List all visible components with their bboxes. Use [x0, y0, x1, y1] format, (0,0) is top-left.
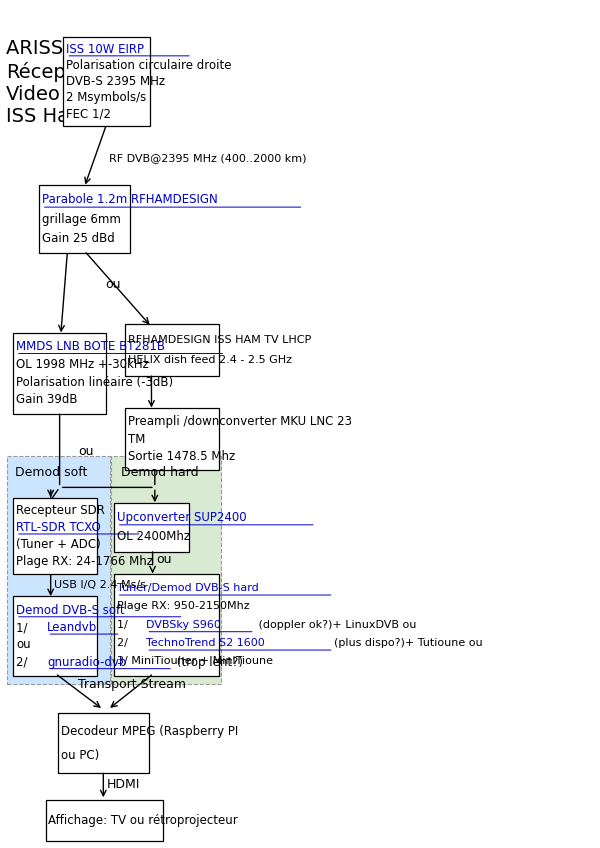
Text: 1/: 1/ — [16, 621, 31, 634]
Text: ARISS 30
Réception
Video
ISS HamTV: ARISS 30 Réception Video ISS HamTV — [6, 39, 113, 126]
Text: OL 2400Mhz: OL 2400Mhz — [117, 530, 190, 544]
Text: ISS 10W EIRP: ISS 10W EIRP — [67, 43, 145, 56]
Text: Transport Stream: Transport Stream — [77, 678, 185, 691]
Text: Upconverter SUP2400: Upconverter SUP2400 — [117, 511, 247, 524]
FancyBboxPatch shape — [13, 596, 97, 676]
Text: ou: ou — [106, 278, 121, 291]
Text: (plus dispo?)+ Tutioune ou: (plus dispo?)+ Tutioune ou — [334, 638, 482, 648]
Text: Polarisation circulaire droite: Polarisation circulaire droite — [67, 59, 232, 72]
Text: Demod DVB-S soft: Demod DVB-S soft — [16, 604, 125, 616]
Text: Affichage: TV ou rétroprojecteur: Affichage: TV ou rétroprojecteur — [49, 814, 238, 827]
Text: RTL-SDR TCXO: RTL-SDR TCXO — [16, 522, 101, 534]
Text: Recepteur SDR: Recepteur SDR — [16, 505, 105, 517]
FancyBboxPatch shape — [125, 408, 220, 471]
Text: ou: ou — [156, 553, 172, 566]
Text: FEC 1/2: FEC 1/2 — [67, 107, 112, 120]
Text: Gain 25 dBd: Gain 25 dBd — [42, 232, 115, 245]
Text: MMDS LNB BOTE BT281B: MMDS LNB BOTE BT281B — [16, 340, 165, 354]
Text: Decodeur MPEG (Raspberry PI: Decodeur MPEG (Raspberry PI — [61, 725, 238, 738]
Text: 2 Msymbols/s: 2 Msymbols/s — [67, 91, 146, 104]
FancyBboxPatch shape — [114, 573, 220, 676]
Text: DVB-S 2395 MHz: DVB-S 2395 MHz — [67, 75, 166, 88]
FancyBboxPatch shape — [111, 456, 221, 684]
Text: (doppler ok?)+ LinuxDVB ou: (doppler ok?)+ LinuxDVB ou — [255, 620, 416, 630]
Text: Tuner/Demod DVB-S hard: Tuner/Demod DVB-S hard — [117, 583, 259, 593]
Text: (trop lent?): (trop lent?) — [173, 656, 243, 668]
FancyBboxPatch shape — [13, 498, 97, 574]
Text: Gain 39dB: Gain 39dB — [16, 393, 77, 406]
Text: (Tuner + ADC): (Tuner + ADC) — [16, 538, 101, 551]
FancyBboxPatch shape — [64, 37, 150, 126]
Text: 1/: 1/ — [117, 620, 131, 630]
Text: USB I/Q 2.4 Ms/s: USB I/Q 2.4 Ms/s — [54, 579, 146, 589]
Text: RFHAMDESIGN ISS HAM TV LHCP: RFHAMDESIGN ISS HAM TV LHCP — [128, 335, 311, 345]
Text: TM: TM — [128, 432, 145, 446]
FancyBboxPatch shape — [46, 801, 163, 840]
Text: OL 1998 MHz +-30kHz: OL 1998 MHz +-30kHz — [16, 358, 149, 371]
Text: Parabole 1.2m RFHAMDESIGN: Parabole 1.2m RFHAMDESIGN — [42, 193, 217, 206]
FancyBboxPatch shape — [125, 324, 220, 376]
Text: 2/: 2/ — [16, 656, 31, 668]
Text: Leandvb: Leandvb — [47, 621, 98, 634]
FancyBboxPatch shape — [39, 185, 130, 254]
FancyBboxPatch shape — [7, 456, 110, 684]
Text: 3/ MiniTiouner + MiniTioune: 3/ MiniTiouner + MiniTioune — [117, 656, 273, 667]
Text: Polarisation linéaire (-3dB): Polarisation linéaire (-3dB) — [16, 376, 173, 388]
Text: Preampli /downconverter MKU LNC 23: Preampli /downconverter MKU LNC 23 — [128, 416, 352, 428]
Text: ou: ou — [16, 639, 31, 651]
Text: HDMI: HDMI — [107, 778, 140, 791]
Text: DVBSky S960: DVBSky S960 — [146, 620, 221, 630]
Text: RF DVB@2395 MHz (400..2000 km): RF DVB@2395 MHz (400..2000 km) — [109, 153, 307, 163]
Text: grillage 6mm: grillage 6mm — [42, 213, 121, 226]
Text: Plage RX: 950-2150Mhz: Plage RX: 950-2150Mhz — [117, 601, 250, 611]
FancyBboxPatch shape — [58, 713, 149, 773]
Text: Demod soft: Demod soft — [15, 466, 87, 478]
Text: ou: ou — [79, 444, 94, 458]
Text: HELIX dish feed 2.4 - 2.5 GHz: HELIX dish feed 2.4 - 2.5 GHz — [128, 355, 292, 365]
Text: TechnoTrend S2 1600: TechnoTrend S2 1600 — [146, 638, 265, 648]
Text: Sortie 1478.5 Mhz: Sortie 1478.5 Mhz — [128, 450, 235, 463]
Text: ou PC): ou PC) — [61, 749, 99, 762]
Text: 2/: 2/ — [117, 638, 131, 648]
FancyBboxPatch shape — [114, 503, 189, 552]
Text: Plage RX: 24-1766 Mhz: Plage RX: 24-1766 Mhz — [16, 555, 153, 567]
Text: Demod hard: Demod hard — [121, 466, 199, 478]
FancyBboxPatch shape — [13, 332, 106, 414]
Text: gnuradio-dvb: gnuradio-dvb — [47, 656, 127, 668]
